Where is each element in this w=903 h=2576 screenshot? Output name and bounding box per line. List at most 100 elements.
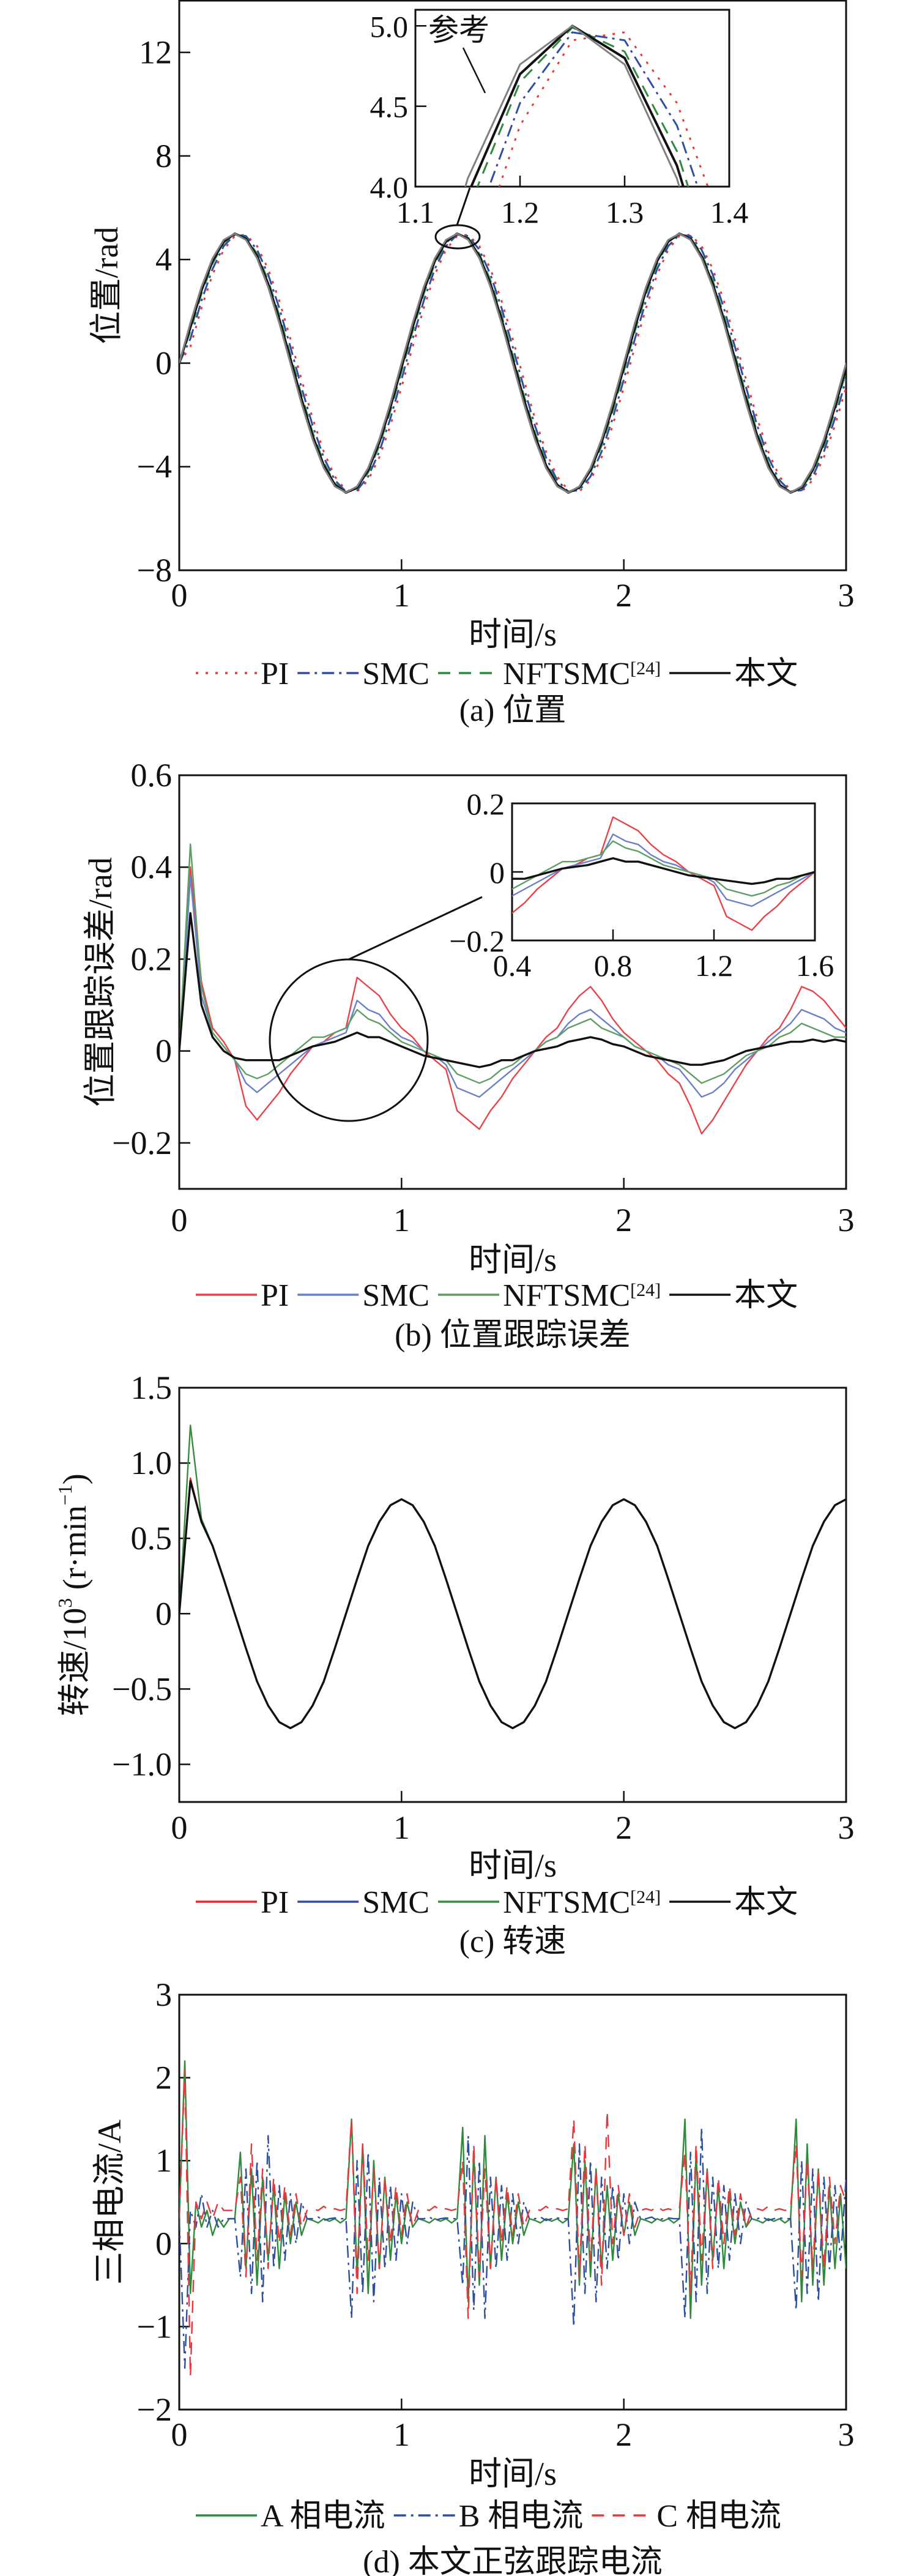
panel-c-x-tick-label: 2 <box>615 1809 632 1846</box>
label-part: 转速/10 <box>56 1608 93 1716</box>
legend-item-A-相电流: A 相电流 <box>196 2499 385 2534</box>
panel-d-series-B-相电流 <box>179 2126 846 2369</box>
legend-item-B-相电流: B 相电流 <box>393 2499 583 2534</box>
legend-label-text: SMC <box>362 1885 429 1920</box>
panel-a-y-tick-label: 4 <box>155 241 172 278</box>
legend-label-text: A 相电流 <box>261 2499 385 2534</box>
panel-a-x-tick-label: 1 <box>393 577 410 614</box>
label-part: 三相电流/A <box>91 2120 128 2285</box>
panel-a-y-tick-label: −4 <box>137 449 172 485</box>
panel-b-x-axis-label: 时间/s <box>469 1241 557 1278</box>
panel-b-inset-x-tick-label: 1.2 <box>695 948 734 983</box>
panel-a-y-axis-label: 位置/rad <box>88 227 125 344</box>
reference-annotation: 参考 <box>428 13 489 47</box>
legend-label: NFTSMC[24] <box>503 657 661 691</box>
panel-d-legend: A 相电流 B 相电流 C 相电流 <box>196 2499 781 2534</box>
panel-c-y-tick-label: −0.5 <box>112 1670 172 1707</box>
panel-b-y-tick-label: −0.2 <box>112 1125 172 1161</box>
panel-b-inset-series-PI <box>512 816 815 931</box>
panel-b-inset-series-group <box>512 816 815 931</box>
legend-item-本文: 本文 <box>669 1278 798 1313</box>
zoom-connector-a <box>456 187 471 226</box>
panel-a-frame <box>178 0 847 571</box>
legend-label-text: 本文 <box>734 1278 798 1313</box>
legend-label: PI <box>261 1885 289 1920</box>
panel-b-caption: (b) 位置跟踪误差 <box>395 1318 631 1353</box>
panel-a-x-tick-label: 2 <box>615 577 632 614</box>
panel-a-inset-y-tick-label: 4.5 <box>370 90 409 124</box>
label-part: 位置/rad <box>88 227 125 344</box>
panel-a-inset-x-tick-label: 1.4 <box>710 195 749 229</box>
panel-a-inset-x-tick-label: 1.3 <box>606 195 644 229</box>
panel-b-inset-series-本文 <box>512 857 815 885</box>
legend-label: 本文 <box>734 1278 798 1313</box>
zoom-annotation-b <box>269 896 483 1122</box>
legend-label-text: PI <box>261 1278 289 1313</box>
panel-d-y-tick-label: −1 <box>137 2308 172 2345</box>
legend-label-sup: [24] <box>630 1887 661 1907</box>
legend-item-NFTSMC: NFTSMC[24] <box>438 1885 661 1920</box>
legend-label: NFTSMC[24] <box>503 1278 661 1313</box>
legend-label: C 相电流 <box>656 2499 781 2534</box>
reference-pointer <box>462 47 486 94</box>
panel-b-legend: PI SMC NFTSMC[24] 本文 <box>196 1278 798 1313</box>
panel-b-y-tick-label: 0 <box>155 1033 172 1070</box>
panel-d-x-tick-label: 2 <box>615 2416 632 2453</box>
panel-a-y-tick-label: 0 <box>155 344 172 381</box>
panel-b-series-PI <box>179 866 846 1135</box>
legend-label-sup: [24] <box>630 658 661 679</box>
panel-d-x-tick-label: 1 <box>393 2416 410 2453</box>
panel-c-x-tick-label: 3 <box>838 1809 855 1846</box>
panel-a-series-group <box>179 232 846 494</box>
panel-c-series-group <box>179 1424 846 1730</box>
legend-label-text: PI <box>261 657 289 691</box>
panel-a-legend: PI SMC NFTSMC[24] 本文 <box>196 657 798 691</box>
panel-c-caption: (c) 转速 <box>459 1924 567 1959</box>
legend-label-text: 本文 <box>734 1885 798 1920</box>
panel-c-x-axis-label: 时间/s <box>469 1847 557 1884</box>
panel-c-y-axis-label: 转速/103 (r·min−1) <box>54 1473 93 1716</box>
panel-a-x-tick-label: 3 <box>838 577 855 614</box>
panel-a-inset-background <box>415 10 729 187</box>
legend-item-NFTSMC: NFTSMC[24] <box>438 657 661 691</box>
panel-a-series-参考 <box>179 233 846 494</box>
panel-c: 0 1 2 3−1.0−0.500.51.01.5时间/s转速/103 (r·min−… <box>54 1369 854 1959</box>
legend-label-text: 本文 <box>734 657 798 691</box>
panel-c-y-tick-label: 0 <box>155 1595 172 1632</box>
panel-a-x-axis-label: 时间/s <box>469 616 557 653</box>
panel-d-y-tick-label: 1 <box>155 2142 172 2179</box>
legend-label-sup: [24] <box>630 1280 661 1300</box>
label-part: ) <box>56 1473 93 1484</box>
panel-d-y-tick-label: 2 <box>155 2060 172 2096</box>
panel-d-series-group <box>179 2060 846 2378</box>
panel-a-x-tick-label: 0 <box>171 577 188 614</box>
panel-a-inset-frame <box>414 9 730 188</box>
panel-b-x-tick-label: 0 <box>171 1202 188 1238</box>
legend-label: PI <box>261 1278 289 1313</box>
panel-b-inset-y-tick-label: 0 <box>489 855 505 890</box>
legend-item-SMC: SMC <box>297 1885 429 1920</box>
legend-label-text: NFTSMC <box>503 1278 630 1313</box>
legend-label: 本文 <box>734 1885 798 1920</box>
legend-item-PI: PI <box>196 1278 289 1313</box>
legend-label-text: C 相电流 <box>656 2499 781 2534</box>
panel-d-y-tick-label: −2 <box>137 2391 172 2428</box>
zoom-connector-b <box>348 896 483 961</box>
panel-c-x-tick-label: 0 <box>171 1809 188 1846</box>
panel-d-x-axis-label: 时间/s <box>469 2455 557 2492</box>
legend-item-SMC: SMC <box>297 1278 429 1313</box>
legend-label-text: PI <box>261 1885 289 1920</box>
legend-item-PI: PI <box>196 1885 289 1920</box>
panel-b-inset-x-tick-label: 0.8 <box>594 948 633 983</box>
legend-label-text: SMC <box>362 657 429 691</box>
panel-b-inset-x-tick-label: 1.6 <box>796 948 834 983</box>
panel-b-inset-y-tick-label: −0.2 <box>449 924 505 958</box>
panel-b-y-tick-label: 0.6 <box>131 757 173 794</box>
panel-c-y-tick-label: 0.5 <box>131 1520 173 1557</box>
legend-label: SMC <box>362 1885 429 1920</box>
panel-a-inset-x-tick-label: 1.2 <box>501 195 540 229</box>
panel-d-x-tick-label: 3 <box>838 2416 855 2453</box>
panel-a-inset-y-tick-label: 4.0 <box>370 170 409 204</box>
